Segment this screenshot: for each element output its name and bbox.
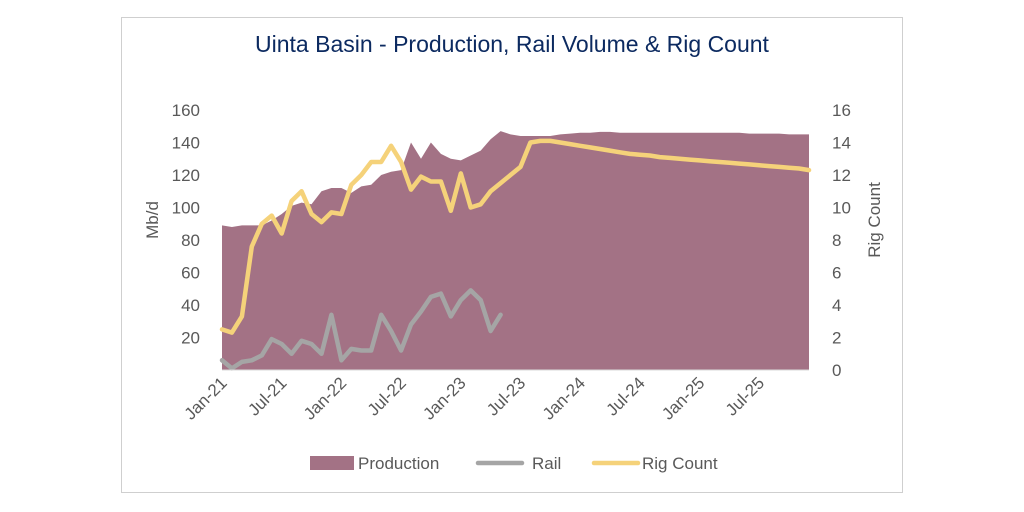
legend-rig-count-label: Rig Count (642, 454, 718, 473)
y-tick-label: 100 (172, 199, 200, 218)
x-tick-label: Jan-24 (539, 373, 589, 423)
y2-tick-label: 6 (832, 264, 841, 283)
x-tick-label: Jan-25 (658, 373, 708, 423)
x-tick-label: Jul-21 (244, 373, 290, 419)
x-tick-label: Jan-22 (300, 373, 350, 423)
y2-tick-label: 8 (832, 231, 841, 250)
y2-tick-label: 0 (832, 361, 841, 380)
x-tick-label: Jan-21 (181, 373, 231, 423)
y-tick-label: 20 (181, 329, 200, 348)
y-axis-title: Mb/d (143, 201, 162, 239)
legend-production-swatch (310, 456, 354, 470)
y2-tick-label: 14 (832, 134, 851, 153)
y2-tick-label: 2 (832, 329, 841, 348)
production-area (222, 131, 809, 370)
rig-count-line (219, 138, 812, 335)
y-tick-label: 120 (172, 166, 200, 185)
y2-tick-label: 10 (832, 199, 851, 218)
y-tick-label: 60 (181, 264, 200, 283)
y2-tick-label: 4 (832, 296, 841, 315)
x-tick-label: Jul-22 (364, 373, 410, 419)
y-tick-label: 40 (181, 296, 200, 315)
y-tick-label: 160 (172, 101, 200, 120)
x-tick-label: Jan-23 (419, 373, 469, 423)
y2-tick-label: 12 (832, 166, 851, 185)
rail-line (219, 288, 503, 371)
x-tick-label: Jul-25 (722, 373, 768, 419)
y2-axis-title: Rig Count (865, 182, 884, 258)
y-tick-label: 80 (181, 231, 200, 250)
legend-rail-label: Rail (532, 454, 561, 473)
y2-tick-label: 16 (832, 101, 851, 120)
chart-title: Uinta Basin - Production, Rail Volume & … (255, 31, 769, 57)
y-tick-label: 140 (172, 134, 200, 153)
legend-production-label: Production (358, 454, 439, 473)
x-tick-label: Jul-23 (483, 373, 529, 419)
x-tick-label: Jul-24 (603, 373, 649, 419)
